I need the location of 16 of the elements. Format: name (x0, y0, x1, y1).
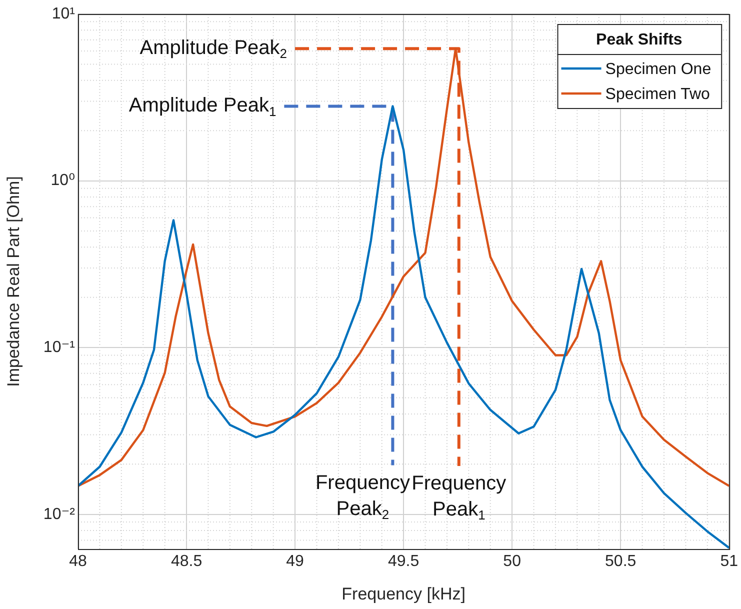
x-tick-label: 50.5 (605, 553, 636, 570)
x-tick-label: 49.5 (388, 553, 420, 570)
x-tick-label: 51 (720, 553, 738, 570)
x-axis-title: Frequency [kHz] (342, 584, 466, 604)
legend-label: Specimen Two (605, 86, 710, 103)
y-tick-label: 10⁻¹ (43, 338, 75, 356)
x-tick-label: 50 (503, 553, 522, 570)
x-tick-label: 49 (286, 553, 304, 570)
legend-label: Specimen One (605, 60, 712, 78)
y-tick-label: 10¹ (52, 5, 75, 22)
x-tick-label: 48.5 (170, 553, 202, 570)
y-tick-label: 10⁰ (50, 172, 75, 190)
legend-title: Peak Shifts (596, 31, 682, 48)
x-tick-label: 48 (69, 553, 87, 570)
y-axis-title: Impedance Real Part [Ohm] (4, 176, 23, 387)
y-tick-label: 10⁻² (43, 506, 76, 523)
